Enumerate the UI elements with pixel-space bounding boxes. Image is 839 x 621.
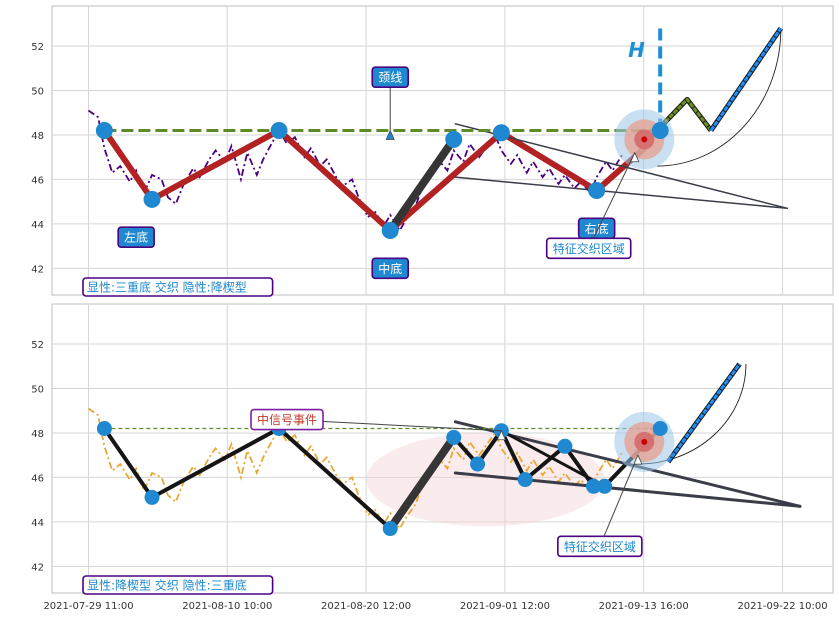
annotation-arrowhead — [385, 129, 395, 140]
pivot-point — [517, 472, 533, 488]
pivot-point — [381, 222, 399, 240]
pivot-point — [470, 456, 486, 472]
annotation-text: 颈线 — [378, 71, 402, 85]
annotation-box — [250, 408, 324, 431]
y-tick-label: 48 — [31, 429, 44, 440]
y-tick-label: 50 — [31, 384, 44, 395]
annotation-arrow — [588, 152, 636, 249]
y-tick-label: 42 — [31, 264, 44, 275]
x-tick-label: 2021-07-29 11:00 — [43, 601, 133, 612]
y-tick-label: 44 — [31, 220, 44, 231]
pivot-point — [557, 438, 573, 454]
annotation-arrow — [599, 454, 639, 547]
price-series-line — [87, 109, 623, 233]
wedge-lower-line — [454, 176, 788, 210]
pivot-point — [144, 489, 160, 505]
x-tick-label: 2021-08-10 10:00 — [182, 601, 272, 612]
annotation-box — [371, 257, 410, 280]
annotation-text: 中底 — [378, 261, 402, 276]
footer-label: 显性:降楔型 交织 隐性:三重底 — [82, 575, 274, 595]
pivot-point — [588, 182, 606, 200]
y-tick-label: 44 — [31, 518, 44, 529]
shaded-region — [366, 432, 605, 527]
annotation-box — [371, 66, 410, 88]
wedge-upper-line — [454, 123, 788, 210]
height-marker-label: H — [628, 38, 645, 62]
y-tick-label: 52 — [31, 340, 44, 351]
annotation-arrowhead — [496, 429, 506, 441]
signal-zone-center — [641, 136, 648, 143]
wedge-lower-line — [453, 471, 802, 508]
annotation-arrowhead — [633, 454, 643, 465]
pivot-point — [492, 124, 510, 142]
wedge-inner-line — [386, 433, 458, 533]
pivot-point — [143, 190, 161, 208]
annotation-text: 中信号事件 — [257, 412, 317, 427]
annotation-text: 特征交织区域 — [564, 539, 636, 554]
annotation-box — [557, 535, 643, 558]
pivot-point — [382, 521, 398, 537]
annotation-box — [117, 226, 155, 248]
annotation-arrowhead — [630, 151, 640, 163]
x-tick-label: 2021-09-13 16:00 — [599, 601, 689, 612]
signal-zone-center — [641, 438, 648, 445]
annotation-text: 右底 — [585, 221, 609, 236]
wedge-inner-line — [386, 135, 458, 235]
target-projection-2 — [709, 27, 783, 132]
footer-label-box — [82, 277, 274, 297]
footer-label: 显性:三重底 交织 隐性:降楔型 — [82, 277, 274, 297]
pivot-point — [651, 121, 669, 139]
y-tick-label: 48 — [31, 131, 44, 142]
pivot-point — [597, 478, 613, 494]
x-tick-label: 2021-08-20 12:00 — [321, 601, 411, 612]
footer-label-text: 显性:三重底 交织 隐性:降楔型 — [87, 280, 247, 295]
pivot-point — [270, 121, 288, 139]
y-tick-label: 46 — [31, 473, 44, 484]
annotation-text: 左底 — [124, 230, 148, 245]
annotation-box — [545, 237, 632, 260]
y-tick-label: 46 — [31, 175, 44, 186]
pivot-point — [652, 420, 668, 436]
footer-label-text: 显性:降楔型 交织 隐性:三重底 — [87, 578, 247, 593]
target-projection-1 — [666, 363, 741, 463]
y-tick-label: 42 — [31, 562, 44, 573]
pivot-point — [96, 420, 112, 436]
pivot-point — [95, 121, 113, 139]
y-tick-label: 52 — [31, 42, 44, 53]
x-tick-label: 2021-09-01 12:00 — [460, 601, 550, 612]
black-segment — [499, 429, 607, 488]
x-tick-label: 2021-09-22 10:00 — [737, 601, 827, 612]
price-series-line — [87, 407, 623, 531]
pivot-point — [445, 130, 463, 148]
annotation-text: 特征交织区域 — [553, 241, 625, 256]
pivot-point — [446, 429, 462, 445]
target-arc — [657, 28, 782, 167]
footer-label-box — [82, 575, 274, 595]
y-tick-label: 50 — [31, 86, 44, 97]
